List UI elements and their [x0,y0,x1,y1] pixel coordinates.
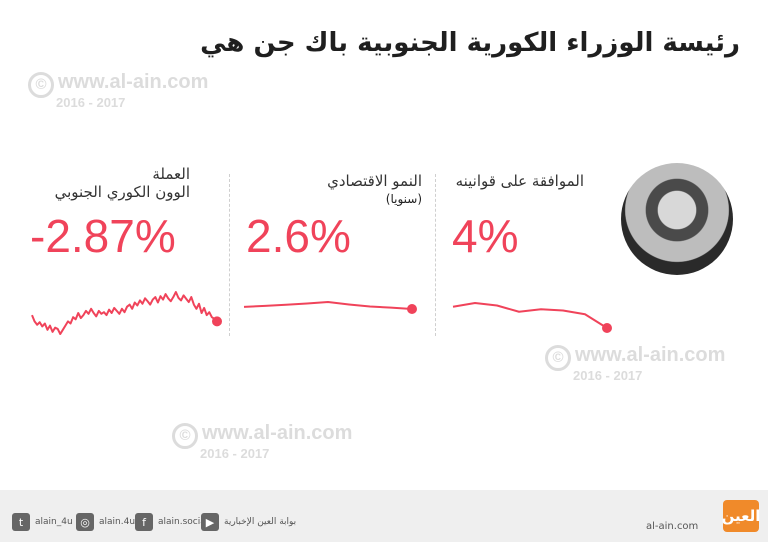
portrait-photo [621,163,733,275]
growth-label-line2: (سنويا) [385,192,422,206]
youtube-icon: ▶ [201,513,219,531]
youtube-handle: بوابة العين الإخبارية [224,517,297,527]
instagram-handle: alain.4u [99,517,136,527]
growth-label: النمو الاقتصادي (سنويا) [327,172,422,208]
twitter-icon: t [12,513,30,531]
currency-label-line2: الوون الكوري الجنوبي [54,183,190,201]
twitter-link[interactable]: t alain_4u [12,513,73,531]
sparkline-end-point [212,316,222,327]
instagram-link[interactable]: ◎ alain.4u [76,513,135,531]
sparkline-path [243,301,413,310]
growth-value: 2.6% [246,210,351,262]
watermark-url: www.al-ain.com [575,344,726,366]
youtube-link[interactable]: ▶ بوابة العين الإخبارية [201,513,296,531]
column-divider [229,174,230,336]
watermark-url: www.al-ain.com [58,71,209,93]
footer-bar [0,490,768,542]
twitter-handle: alain_4u [35,517,73,527]
watermark-url: www.al-ain.com [202,422,353,444]
approval-label-line1: الموافقة على قوانينه [455,172,584,190]
approval-value: 4% [452,210,519,262]
currency-label-line1: العملة [152,165,190,183]
copyright-icon: © [28,72,54,98]
currency-label: العملة الوون الكوري الجنوبي [55,165,190,201]
facebook-icon: f [135,513,153,531]
site-url[interactable]: al-ain.com [646,521,699,532]
copyright-icon: © [172,423,198,449]
currency-value: -2.87% [30,210,176,262]
watermark: © www.al-ain.com 2016 - 2017 [172,423,352,460]
column-divider [435,174,436,336]
watermark-years: 2016 - 2017 [573,368,643,383]
page-title: رئيسة الوزراء الكورية الجنوبية باك جن هي [200,28,740,58]
approval-label: الموافقة على قوانينه [456,172,584,190]
watermark: © www.al-ain.com 2016 - 2017 [28,72,208,109]
facebook-handle: alain.social [158,517,209,527]
growth-label-line1: النمو الاقتصادي [327,172,422,190]
facebook-link[interactable]: f alain.social [135,513,208,531]
watermark-years: 2016 - 2017 [200,446,270,461]
sparkline-path [452,302,608,329]
watermark: © www.al-ain.com 2016 - 2017 [545,345,725,382]
sparkline-end-point [602,323,612,333]
al-ain-logo: العين [722,500,760,532]
instagram-icon: ◎ [76,513,94,531]
sparkline-end-point [407,304,417,314]
watermark-years: 2016 - 2017 [56,95,126,110]
copyright-icon: © [545,345,571,371]
sparkline-path [31,291,218,335]
